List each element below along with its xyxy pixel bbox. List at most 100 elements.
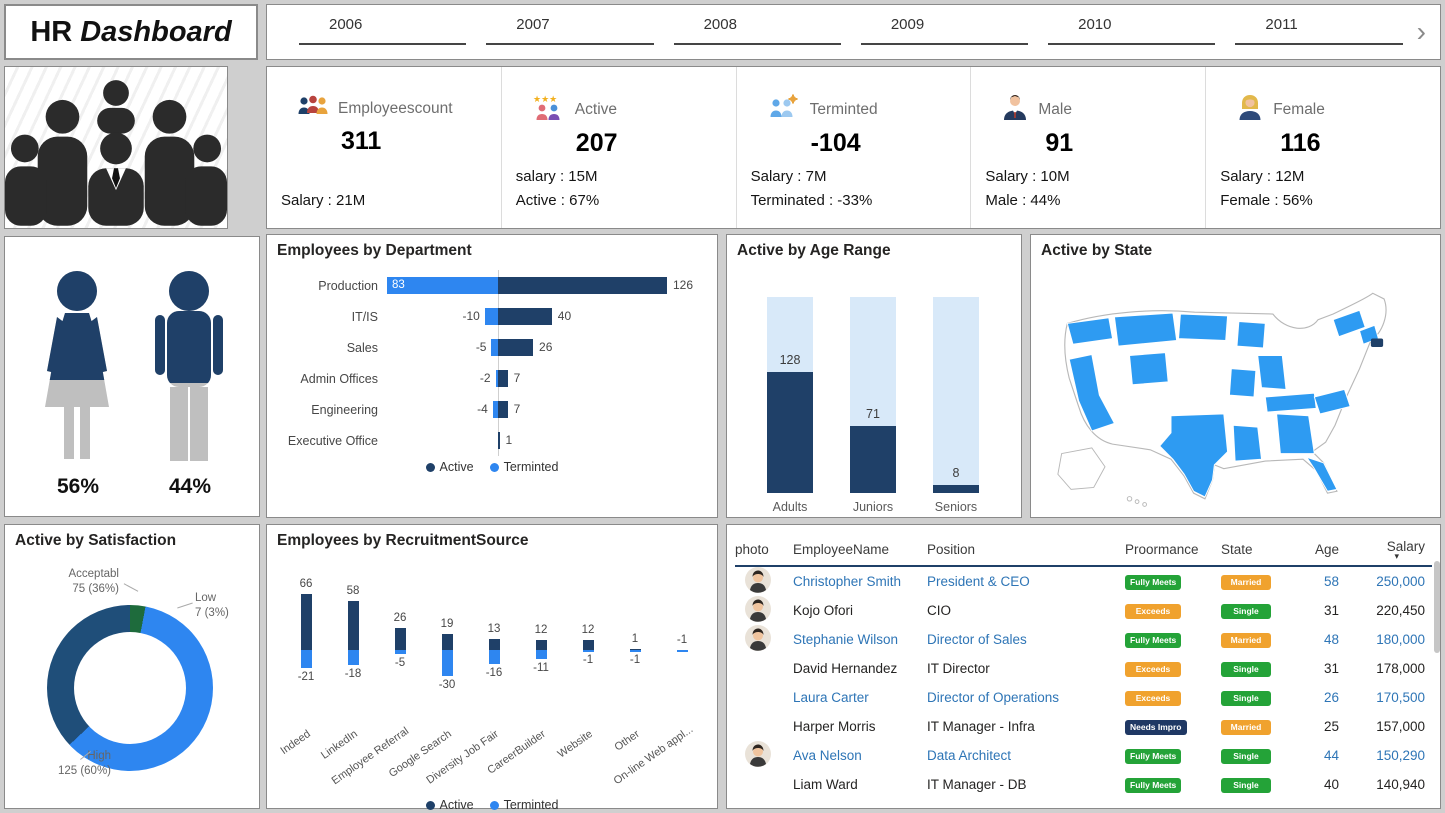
terminated-bar[interactable]: [536, 650, 547, 660]
active-bar[interactable]: [630, 649, 641, 650]
table-row[interactable]: Christopher Smith President & CEO Fully Me…: [735, 567, 1432, 596]
terminated-bar[interactable]: [395, 650, 406, 655]
year-option-2011[interactable]: 2011: [1235, 14, 1403, 50]
dept-plot: -10 40: [387, 301, 709, 332]
employee-position[interactable]: Director of Sales: [927, 632, 1027, 647]
kpi-card-male[interactable]: Male 91 Salary : 10M Male : 44%: [970, 67, 1205, 228]
terminated-bar[interactable]: [484, 308, 499, 325]
employee-name[interactable]: Laura Carter: [793, 690, 869, 705]
column-header-state[interactable]: State: [1221, 541, 1253, 557]
active-bar[interactable]: [498, 339, 534, 356]
terminated-bar[interactable]: [583, 650, 594, 652]
active-bar[interactable]: [498, 277, 667, 294]
active-bar[interactable]: [498, 308, 552, 325]
chevron-right-icon[interactable]: ›: [1416, 16, 1426, 47]
column-header-position[interactable]: Position: [927, 541, 976, 557]
table-row[interactable]: Laura Carter Director of Operations Exceed…: [735, 683, 1432, 712]
top-value-label: 58: [346, 584, 360, 597]
age-track: 128: [767, 297, 813, 493]
table-row[interactable]: Liam Ward IT Manager - DB Fully Meets Singl…: [735, 770, 1432, 799]
employee-name[interactable]: Harper Morris: [793, 719, 876, 734]
active-bar[interactable]: [301, 593, 312, 650]
terminated-bar[interactable]: [492, 401, 499, 418]
legend-dot: [425, 800, 435, 810]
table-row[interactable]: Ava Nelson Data Architect Fully Meets Singl…: [735, 741, 1432, 770]
employee-name[interactable]: David Hernandez: [793, 661, 898, 676]
employee-name[interactable]: Ava Nelson: [793, 748, 862, 763]
legend-item-active[interactable]: Active: [425, 460, 474, 474]
column-header-proormance[interactable]: Proormance: [1125, 541, 1199, 557]
employee-position[interactable]: President & CEO: [927, 574, 1030, 589]
age-bar[interactable]: [933, 485, 979, 493]
column-header-employeename[interactable]: EmployeeName: [793, 541, 890, 557]
age-column-juniors[interactable]: 71 Juniors: [850, 297, 896, 514]
table-row[interactable]: David Hernandez IT Director Exceeds Single 3…: [735, 654, 1432, 683]
kpi-card-female[interactable]: Female 116 Salary : 12M Female : 56%: [1205, 67, 1440, 228]
table-row[interactable]: Kojo Ofori CIO Exceeds Single 31 220,450: [735, 596, 1432, 625]
terminated-bar[interactable]: [489, 650, 500, 664]
active-icon: ★★★: [532, 93, 566, 126]
legend-item-terminted[interactable]: Terminted: [489, 798, 558, 812]
employee-position[interactable]: Data Architect: [927, 748, 1012, 763]
kpi-detail-line: Salary : 21M: [281, 192, 366, 210]
terminated-bar[interactable]: [301, 650, 312, 668]
employee-position[interactable]: IT Manager - Infra: [927, 719, 1035, 734]
table-scrollbar[interactable]: [1434, 561, 1440, 653]
employee-photo: [745, 625, 771, 651]
salary-cell: 170,500: [1376, 690, 1425, 705]
active-bar[interactable]: [498, 401, 508, 418]
terminated-bar[interactable]: [630, 650, 641, 652]
table-row[interactable]: Harper Morris IT Manager - Infra Needs Imp…: [735, 712, 1432, 741]
employee-name[interactable]: Kojo Ofori: [793, 603, 854, 618]
legend-item-terminted[interactable]: Terminted: [489, 460, 558, 474]
active-bar[interactable]: [498, 370, 508, 387]
employee-position[interactable]: IT Director: [927, 661, 990, 676]
employee-name[interactable]: Christopher Smith: [793, 574, 902, 589]
kpi-card-terminted[interactable]: Terminted -104 Salary : 7M Terminated : -33…: [735, 67, 971, 228]
legend-item-active[interactable]: Active: [425, 798, 474, 812]
age-bar[interactable]: [767, 371, 813, 493]
age-column-seniors[interactable]: 8 Seniors: [933, 297, 979, 514]
employee-position[interactable]: CIO: [927, 603, 952, 618]
year-option-2007[interactable]: 2007: [486, 14, 654, 50]
active-bar[interactable]: [395, 627, 406, 650]
age-bar[interactable]: [850, 425, 896, 493]
satisfaction-donut[interactable]: [47, 605, 213, 771]
employee-name[interactable]: Stephanie Wilson: [793, 632, 899, 647]
employee-position[interactable]: Director of Operations: [927, 690, 1060, 705]
active-bar[interactable]: [442, 633, 453, 650]
terminated-bar[interactable]: [677, 650, 688, 652]
male-icon: [1001, 93, 1029, 126]
column-header-age[interactable]: Age: [1314, 541, 1339, 557]
table-row[interactable]: Stephanie Wilson Director of Sales Fully M…: [735, 625, 1432, 654]
terminated-bar[interactable]: [442, 650, 453, 676]
year-option-2006[interactable]: 2006: [299, 14, 467, 50]
year-option-2008[interactable]: 2008: [673, 14, 841, 50]
column-header-photo[interactable]: photo: [735, 541, 769, 557]
state-georgia: [1276, 413, 1315, 455]
year-option-2009[interactable]: 2009: [860, 14, 1029, 50]
year-underline: [299, 43, 467, 45]
employee-name[interactable]: Liam Ward: [793, 777, 858, 792]
year-option-2010[interactable]: 2010: [1048, 14, 1216, 50]
active-bar[interactable]: [489, 638, 500, 650]
terminated-bar[interactable]: [348, 650, 359, 666]
state-cell: Single: [1221, 776, 1299, 793]
kpi-value: 311: [341, 127, 382, 155]
active-bar[interactable]: [498, 432, 501, 449]
column-header-salary[interactable]: Salary ▾: [1343, 539, 1427, 561]
us-map[interactable]: [1039, 265, 1435, 512]
active-bar[interactable]: [536, 639, 547, 650]
employee-position[interactable]: IT Manager - DB: [927, 777, 1027, 792]
kpi-card-employeescount[interactable]: Employeescount 311 Salary : 21M: [267, 67, 501, 228]
terminated-bar[interactable]: [387, 277, 499, 294]
terminated-bar[interactable]: [495, 370, 499, 387]
kpi-detail-line: Salary : 7M: [750, 167, 827, 185]
active-bar[interactable]: [583, 639, 594, 650]
bottom-value-label: -30: [438, 678, 456, 691]
age-column-adults[interactable]: 128 Adults: [767, 297, 813, 514]
state-hawaii: [1126, 496, 1133, 502]
terminated-bar[interactable]: [491, 339, 499, 356]
active-bar[interactable]: [348, 600, 359, 650]
kpi-card-active[interactable]: ★★★ Active 207 salary : 15M Active : 67%: [500, 67, 736, 228]
